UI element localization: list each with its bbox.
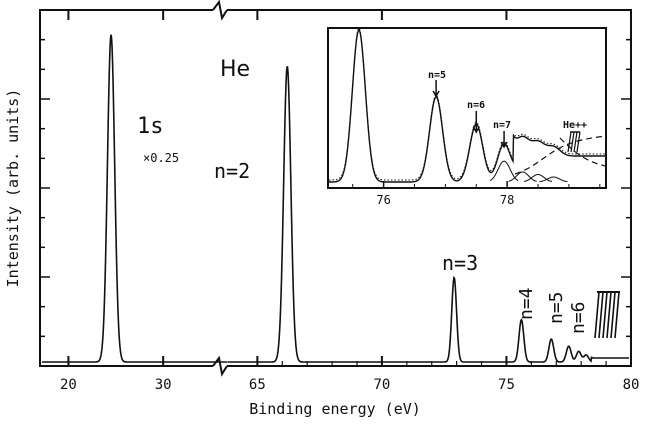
spectrum-line: [42, 34, 629, 363]
peak-label-n6: n=6: [568, 301, 589, 334]
inset-component-peak: [539, 176, 568, 183]
peak-label-n3: n=3: [442, 251, 478, 275]
peak-label-n5: n=5: [546, 291, 567, 324]
x-axis-title: Binding energy (eV): [249, 400, 421, 418]
inset-label-n7: n=7: [493, 120, 511, 131]
inset-label-n6: n=6: [467, 100, 485, 111]
inset-arrowhead: [500, 141, 508, 149]
peak-label-1s: 1s: [137, 114, 164, 139]
peak-label-n2: n=2: [214, 159, 250, 183]
inset-arrowhead: [472, 126, 480, 134]
inset-component-peak: [489, 160, 519, 182]
axis-ticks: [40, 10, 632, 366]
x-tick-label: 70: [373, 377, 390, 393]
inset-background-line: [559, 137, 607, 167]
inset-threshold-label: He++: [563, 120, 587, 131]
axis-break-bottom: [212, 355, 228, 377]
inset-label-n5: n=5: [428, 70, 446, 81]
peak-label-n4: n=4: [516, 287, 537, 320]
species-label: He: [220, 57, 250, 82]
scale-note: ×0.25: [143, 151, 179, 165]
x-tick-label: 75: [498, 377, 515, 393]
y-axis-title: Intensity (arb. units): [4, 89, 22, 288]
x-tick-label: 80: [623, 377, 640, 393]
inset-components: [489, 160, 568, 183]
inset-component-peak: [508, 171, 537, 182]
inset-chart: 76 78 n=5 n=6 n=7 He++: [327, 27, 607, 207]
inset-ticks: 76 78: [352, 181, 601, 207]
inset-x-tick-label: 78: [500, 193, 514, 207]
inset-threshold-hatch: [567, 131, 581, 153]
x-tick-label: 65: [249, 377, 266, 393]
x-tick-label: 30: [155, 377, 172, 393]
inset-arrows: [432, 80, 508, 149]
inset-arrowhead: [432, 90, 440, 98]
threshold-hatch: [594, 291, 620, 339]
x-tick-labels: 20 30 65 70 75 80: [60, 377, 639, 393]
inset-x-tick-label: 76: [376, 193, 390, 207]
x-tick-label: 20: [60, 377, 77, 393]
axis-break-top: [212, 0, 228, 21]
inset-component-peak: [523, 174, 553, 182]
